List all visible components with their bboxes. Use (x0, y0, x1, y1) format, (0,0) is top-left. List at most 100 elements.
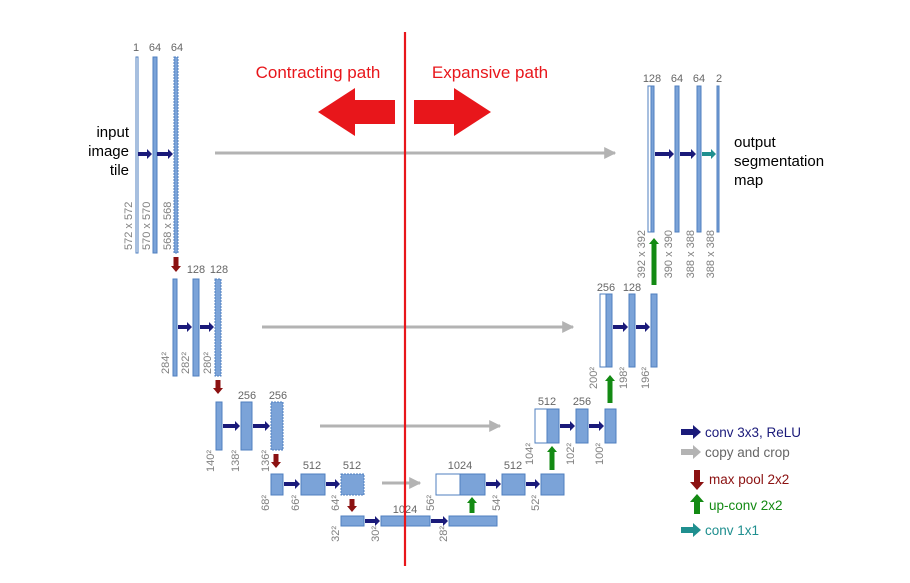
channel-count-label: 64 (693, 73, 705, 85)
feature-map-block (192, 278, 200, 377)
channel-count-label: 512 (343, 460, 361, 472)
conv-arrow (431, 516, 448, 526)
conv1x1-legend-arrow-icon (681, 523, 701, 537)
pool-legend-arrow-icon (690, 470, 704, 490)
feature-map-block (546, 408, 560, 444)
expansive-path-arrow-icon (414, 88, 491, 136)
channel-count-label: 1 (133, 42, 139, 54)
channel-count-label: 256 (597, 282, 615, 294)
feature-size-label: 198² (618, 367, 630, 389)
feature-size-label: 104² (524, 443, 536, 465)
contracting-path-title: Contracting path (256, 63, 381, 82)
feature-size-label: 140² (205, 450, 217, 472)
input-label-line: input (96, 124, 129, 141)
feature-size-label: 64² (330, 495, 342, 511)
channel-count-label: 128 (623, 282, 641, 294)
conv-arrow (223, 421, 240, 431)
up-conv-arrow (467, 497, 477, 513)
output-label-line: map (734, 172, 763, 189)
output-label-line: segmentation (734, 153, 824, 170)
upconv-legend-arrow-icon (690, 494, 704, 514)
feature-size-label: 102² (565, 443, 577, 465)
feature-size-label: 136² (260, 450, 272, 472)
max-pool-arrow (213, 380, 223, 394)
feature-map-block (215, 401, 223, 451)
conv-arrow (284, 479, 300, 489)
feature-size-label: 196² (640, 367, 652, 389)
feature-map-block (650, 293, 658, 368)
feature-map-block (270, 473, 284, 496)
feature-size-label: 66² (290, 495, 302, 511)
up-conv-arrow (605, 375, 615, 403)
up-conv-arrow (649, 238, 659, 285)
feature-size-label: 30² (370, 526, 382, 542)
feature-map-block (696, 85, 702, 233)
feature-size-label: 388 x 388 (705, 230, 717, 278)
channel-count-label: 256 (269, 390, 287, 402)
conv-arrow (636, 322, 650, 332)
feature-map-block (459, 473, 486, 496)
input-image-tile-block (135, 56, 139, 254)
input-label-line: tile (110, 162, 129, 179)
conv-arrow (200, 322, 214, 332)
expansive-path-title: Expansive path (432, 63, 548, 82)
conv-arrow (526, 479, 540, 489)
feature-size-label: 32² (330, 526, 342, 542)
feature-map-block (152, 56, 158, 254)
conv-arrow (365, 516, 380, 526)
feature-size-label: 280² (202, 352, 214, 374)
channel-count-label: 128 (187, 264, 205, 276)
legend-conv1x1-label: conv 1x1 (705, 523, 759, 538)
up-conv-arrow (547, 446, 557, 470)
legend-upconv-label: up-conv 2x2 (709, 498, 783, 513)
channel-count-label: 512 (303, 460, 321, 472)
legend-copy-label: copy and crop (705, 445, 790, 460)
feature-map-block (173, 56, 179, 254)
feature-map-block (340, 515, 365, 527)
cropped-copy-block (435, 473, 461, 496)
feature-map-block (604, 408, 617, 444)
conv-arrow (253, 421, 270, 431)
feature-size-label: 28² (438, 526, 450, 542)
feature-size-label: 284² (160, 352, 172, 374)
conv-arrow (589, 421, 604, 431)
channel-count-label: 512 (538, 396, 556, 408)
conv-arrow (157, 149, 173, 159)
feature-size-label: 100² (594, 443, 606, 465)
input-label-line: image (88, 143, 129, 160)
feature-map-block (172, 278, 178, 377)
conv-legend-arrow-icon (681, 425, 701, 439)
feature-map-block (540, 473, 565, 496)
feature-map-block (575, 408, 589, 444)
feature-map-block (300, 473, 326, 496)
conv-arrow (680, 149, 696, 159)
channel-count-label: 2 (716, 73, 722, 85)
cropped-copy-block (599, 293, 607, 368)
feature-size-label: 200² (588, 367, 600, 389)
output-segmentation-block (716, 85, 720, 233)
feature-map-block (270, 401, 284, 451)
feature-map-block (501, 473, 526, 496)
max-pool-arrow (271, 454, 281, 468)
copy-legend-arrow-icon (681, 445, 701, 459)
cropped-copy-block (534, 408, 548, 444)
channel-count-label: 64 (149, 42, 161, 54)
feature-size-label: 572 x 572 (123, 202, 135, 250)
channel-count-label: 128 (643, 73, 661, 85)
feature-size-label: 388 x 388 (685, 230, 697, 278)
legend-conv-label: conv 3x3, ReLU (705, 425, 801, 440)
legend-pool-label: max pool 2x2 (709, 472, 789, 487)
channel-count-label: 512 (504, 460, 522, 472)
conv-arrow (613, 322, 628, 332)
contracting-path-arrow-icon (318, 88, 395, 136)
feature-map-block (214, 278, 222, 377)
channel-count-label: 256 (238, 390, 256, 402)
feature-size-label: 68² (260, 495, 272, 511)
feature-size-label: 52² (530, 495, 542, 511)
feature-map-block (340, 473, 365, 496)
conv-arrow (178, 322, 192, 332)
conv-1x1-arrow (702, 149, 716, 159)
feature-size-label: 570 x 570 (141, 202, 153, 250)
output-label-line: output (734, 134, 777, 151)
